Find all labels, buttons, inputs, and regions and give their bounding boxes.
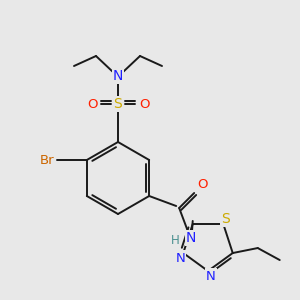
Text: O: O [87,98,97,110]
Text: N: N [186,231,196,245]
Text: O: O [139,98,149,110]
Text: Br: Br [40,154,54,166]
Text: N: N [113,69,123,83]
Text: H: H [171,233,180,247]
Text: S: S [114,97,122,111]
Text: S: S [221,212,230,226]
Text: N: N [176,251,185,265]
Text: O: O [197,178,207,191]
Text: N: N [206,269,216,283]
